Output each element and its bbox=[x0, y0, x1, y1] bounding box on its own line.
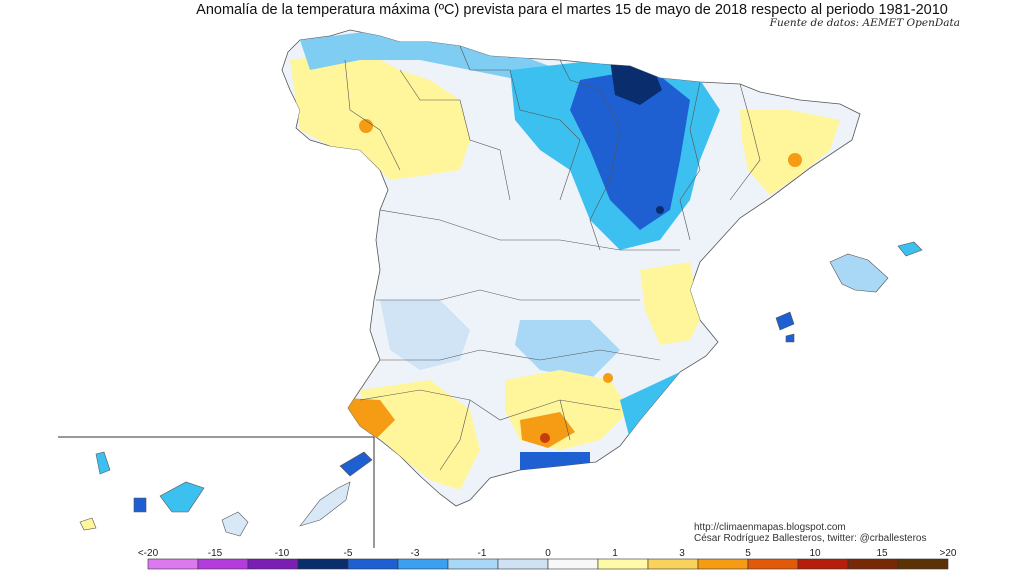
gran-canaria bbox=[221, 511, 249, 537]
tenerife bbox=[159, 481, 205, 513]
legend-tick-label: -5 bbox=[344, 548, 353, 559]
legend-swatch bbox=[147, 558, 199, 570]
legend-swatch bbox=[547, 558, 599, 570]
legend-tick-label: <-20 bbox=[138, 548, 159, 559]
la-palma bbox=[95, 451, 111, 475]
legend-tick-label: >20 bbox=[940, 548, 957, 559]
legend-swatch bbox=[347, 558, 399, 570]
credits-url: http://climaenmapas.blogspot.com bbox=[694, 522, 846, 533]
legend-tick-label: 1 bbox=[612, 548, 618, 559]
legend-tick-label: -3 bbox=[411, 548, 420, 559]
map-title: Anomalía de la temperatura máxima (ºC) p… bbox=[196, 2, 948, 18]
legend-swatch bbox=[397, 558, 449, 570]
legend-tick-label: -1 bbox=[478, 548, 487, 559]
legend-swatch bbox=[797, 558, 849, 570]
menorca bbox=[897, 241, 923, 257]
coldspot-teruel bbox=[656, 206, 664, 214]
la-gomera bbox=[133, 497, 147, 513]
el-hierro bbox=[79, 517, 97, 531]
legend-swatch bbox=[847, 558, 899, 570]
credits: http://climaenmapas.blogspot.com César R… bbox=[694, 522, 926, 544]
credits-author: César Rodríguez Ballesteros, twitter: @c… bbox=[694, 533, 927, 544]
lanzarote bbox=[339, 451, 373, 477]
canary-islands bbox=[79, 451, 373, 537]
legend-swatch bbox=[747, 558, 799, 570]
region-west-andalusia-warm bbox=[360, 380, 480, 490]
balearic-islands bbox=[775, 241, 923, 343]
legend-tick-label: 15 bbox=[876, 548, 888, 559]
legend-swatch bbox=[597, 558, 649, 570]
hotspot-galicia bbox=[359, 119, 373, 133]
legend-tick-label: -10 bbox=[275, 548, 290, 559]
legend-swatch bbox=[447, 558, 499, 570]
legend-swatch bbox=[897, 558, 949, 570]
legend-tick-label: 0 bbox=[545, 548, 551, 559]
region-granada-hot bbox=[520, 412, 575, 448]
legend-tick-label: -15 bbox=[208, 548, 223, 559]
region-valencia-warm bbox=[640, 262, 700, 345]
legend-swatch bbox=[197, 558, 249, 570]
legend-swatch bbox=[497, 558, 549, 570]
region-cantabrian-cool bbox=[300, 30, 560, 80]
ibiza bbox=[775, 311, 795, 331]
region-iberian-cold bbox=[570, 68, 690, 230]
hotspot-albacete bbox=[603, 373, 613, 383]
hotspot-granada bbox=[540, 433, 550, 443]
mallorca bbox=[829, 253, 889, 293]
legend-tick-label: 5 bbox=[745, 548, 751, 559]
region-la-mancha-cool bbox=[515, 320, 620, 380]
legend-swatch bbox=[647, 558, 699, 570]
legend-swatch bbox=[247, 558, 299, 570]
legend-tick-label: 10 bbox=[809, 548, 821, 559]
fuerteventura bbox=[299, 481, 351, 527]
hotspot-catalonia bbox=[788, 153, 802, 167]
data-source: Fuente de datos: AEMET OpenData bbox=[769, 17, 960, 29]
legend-swatch bbox=[697, 558, 749, 570]
legend-tick-label: 3 bbox=[679, 548, 685, 559]
region-catalonia-warm bbox=[740, 110, 840, 195]
mainland bbox=[281, 29, 861, 507]
region-extremadura bbox=[380, 300, 470, 370]
formentera bbox=[785, 333, 795, 343]
legend-swatch bbox=[297, 558, 349, 570]
